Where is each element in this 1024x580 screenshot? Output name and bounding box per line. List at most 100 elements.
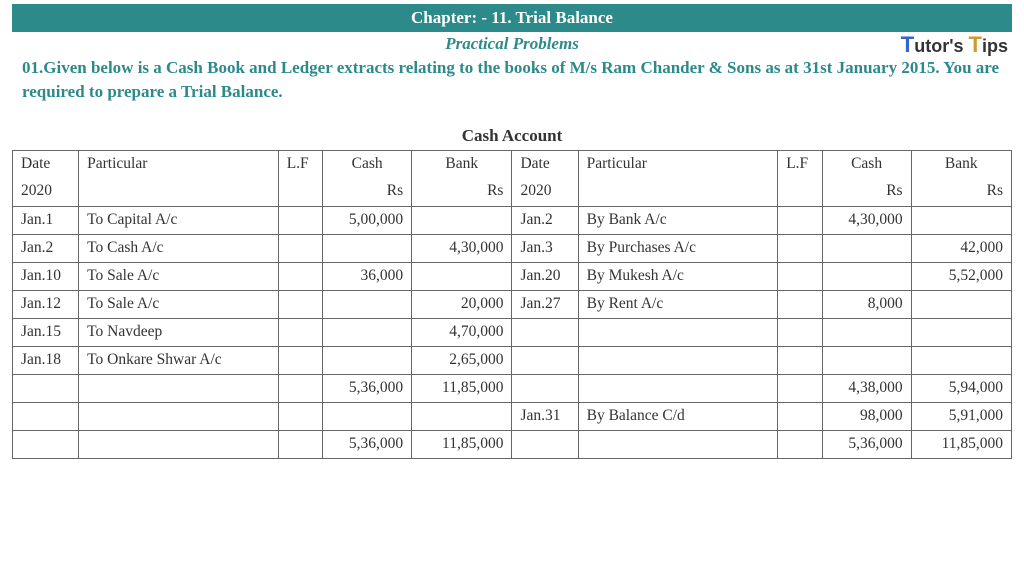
cell-cash-l: [323, 318, 412, 346]
cell-bank-l: [412, 262, 512, 290]
hdr-rs-cash-l: Rs: [323, 178, 412, 206]
subtotal-cash-l: 5,36,000: [323, 374, 412, 402]
problem-text: 01.Given below is a Cash Book and Ledger…: [0, 54, 1024, 112]
cell-particular-l: To Capital A/c: [79, 206, 279, 234]
cell-cash-l: [323, 346, 412, 374]
header-row-1: Date Particular L.F Cash Bank Date Parti…: [13, 150, 1012, 178]
blank: [13, 430, 79, 458]
cell-bank-r: [911, 290, 1011, 318]
cell-particular-r: [578, 346, 778, 374]
hdr-particular-r: Particular: [578, 150, 778, 178]
blank: [79, 374, 279, 402]
subtotal-bank-r: 5,94,000: [911, 374, 1011, 402]
cell-date-r: [512, 346, 578, 374]
hdr-year-l: 2020: [13, 178, 79, 206]
blank: [278, 430, 322, 458]
cell-cash-r: [822, 318, 911, 346]
hdr-rs-cash-r: Rs: [822, 178, 911, 206]
hdr-rs-bank-r: Rs: [911, 178, 1011, 206]
blank: [13, 374, 79, 402]
cell-bank-r: 42,000: [911, 234, 1011, 262]
subtitle: Practical Problems: [12, 34, 1012, 54]
hdr-date-r: Date: [512, 150, 578, 178]
cell-bank-r: [911, 318, 1011, 346]
hdr-bank-r: Bank: [911, 150, 1011, 178]
subtotal-row: 5,36,000 11,85,000 4,38,000 5,94,000: [13, 374, 1012, 402]
cell-date-r: Jan.27: [512, 290, 578, 318]
blank: [778, 430, 822, 458]
balance-date: Jan.31: [512, 402, 578, 430]
cell-bank-r: [911, 346, 1011, 374]
cell-date-l: Jan.12: [13, 290, 79, 318]
blank: [578, 430, 778, 458]
cell-particular-l: To Sale A/c: [79, 290, 279, 318]
grand-cash-l: 5,36,000: [323, 430, 412, 458]
grand-cash-r: 5,36,000: [822, 430, 911, 458]
table-row: Jan.15To Navdeep4,70,000: [13, 318, 1012, 346]
cell-bank-l: 2,65,000: [412, 346, 512, 374]
hdr-bank-l: Bank: [412, 150, 512, 178]
chapter-title: Chapter: - 11. Trial Balance: [12, 4, 1012, 32]
blank: [578, 374, 778, 402]
cell-particular-l: To Cash A/c: [79, 234, 279, 262]
cell-particular-l: To Sale A/c: [79, 262, 279, 290]
cell-particular-r: [578, 318, 778, 346]
balance-particular: By Balance C/d: [578, 402, 778, 430]
cell-date-l: Jan.1: [13, 206, 79, 234]
header-row: Practical Problems Tutor's Tips: [0, 34, 1024, 54]
grand-total-row: 5,36,000 11,85,000 5,36,000 11,85,000: [13, 430, 1012, 458]
hdr-lf-r: L.F: [778, 150, 822, 178]
hdr-rs-bank-l: Rs: [412, 178, 512, 206]
cell-cash-r: 4,30,000: [822, 206, 911, 234]
cell-particular-r: By Bank A/c: [578, 206, 778, 234]
cell-cash-r: [822, 346, 911, 374]
cell-lf-l: [278, 262, 322, 290]
table-row: Jan.2To Cash A/c4,30,000Jan.3By Purchase…: [13, 234, 1012, 262]
cell-cash-l: 36,000: [323, 262, 412, 290]
cell-date-l: Jan.10: [13, 262, 79, 290]
hdr-particular-l: Particular: [79, 150, 279, 178]
cell-lf-r: [778, 234, 822, 262]
cell-cash-l: [323, 290, 412, 318]
cell-particular-r: By Rent A/c: [578, 290, 778, 318]
balance-cash: 98,000: [822, 402, 911, 430]
blank: [79, 402, 279, 430]
blank: [278, 402, 322, 430]
cell-bank-l: 20,000: [412, 290, 512, 318]
cell-date-l: Jan.15: [13, 318, 79, 346]
cell-lf-l: [278, 318, 322, 346]
cell-lf-l: [278, 346, 322, 374]
blank: [13, 402, 79, 430]
grand-bank-l: 11,85,000: [412, 430, 512, 458]
hdr-date-l: Date: [13, 150, 79, 178]
cell-particular-l: To Onkare Shwar A/c: [79, 346, 279, 374]
logo: Tutor's Tips: [901, 32, 1008, 58]
cell-date-r: Jan.2: [512, 206, 578, 234]
subtotal-cash-r: 4,38,000: [822, 374, 911, 402]
table-row: Jan.18To Onkare Shwar A/c 2,65,000: [13, 346, 1012, 374]
balance-bank: 5,91,000: [911, 402, 1011, 430]
cell-cash-l: [323, 234, 412, 262]
table-row: Jan.12To Sale A/c 20,000Jan.27By Rent A/c…: [13, 290, 1012, 318]
blank: [278, 178, 322, 206]
cell-bank-l: [412, 206, 512, 234]
cell-bank-r: [911, 206, 1011, 234]
cell-date-r: Jan.20: [512, 262, 578, 290]
cell-particular-r: By Purchases A/c: [578, 234, 778, 262]
cell-cash-r: [822, 262, 911, 290]
cell-date-l: Jan.18: [13, 346, 79, 374]
cell-lf-r: [778, 262, 822, 290]
blank: [778, 402, 822, 430]
blank: [278, 374, 322, 402]
hdr-cash-r: Cash: [822, 150, 911, 178]
blank: [778, 178, 822, 206]
cell-cash-r: 8,000: [822, 290, 911, 318]
blank: [412, 402, 512, 430]
blank: [323, 402, 412, 430]
blank: [778, 374, 822, 402]
table-title: Cash Account: [0, 126, 1024, 146]
cell-bank-l: 4,70,000: [412, 318, 512, 346]
hdr-year-r: 2020: [512, 178, 578, 206]
grand-bank-r: 11,85,000: [911, 430, 1011, 458]
cell-lf-r: [778, 346, 822, 374]
